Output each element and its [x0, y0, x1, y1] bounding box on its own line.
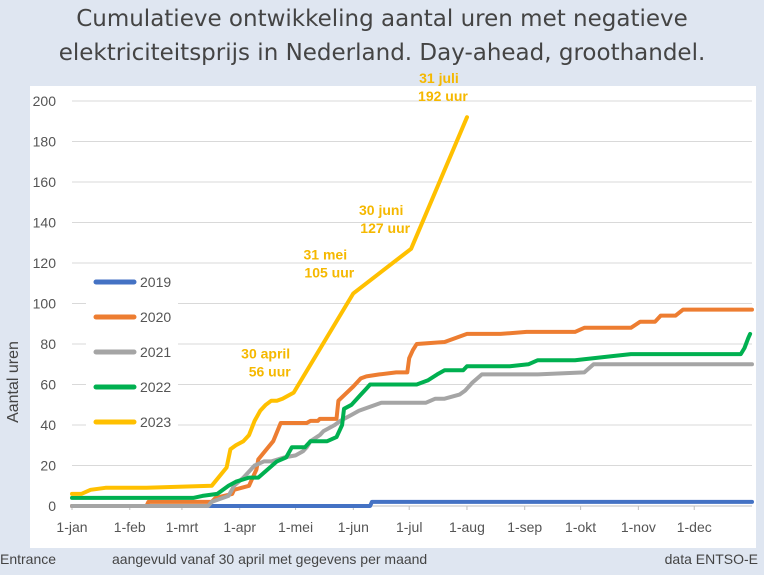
- x-tick-label: 1-jun: [338, 519, 369, 535]
- y-tick-label: 20: [40, 458, 56, 474]
- x-tick-label: 1-dec: [677, 519, 712, 535]
- x-tick-label: 1-sep: [507, 519, 542, 535]
- annotation-date: 30 juni: [359, 202, 403, 218]
- y-tick-label: 180: [33, 134, 57, 150]
- chart-title-line-1: Cumulatieve ontwikkeling aantal uren met…: [76, 6, 688, 32]
- series-line-2019: [70, 499, 754, 508]
- annotation-hours: 127 uur: [360, 220, 410, 236]
- legend-label-2022: 2022: [140, 379, 171, 395]
- legend-label-2019: 2019: [140, 274, 171, 290]
- x-tick-label: 1-feb: [114, 519, 146, 535]
- chart-title: Cumulatieve ontwikkeling aantal uren met…: [0, 2, 764, 70]
- y-tick-label: 120: [33, 255, 57, 271]
- x-tick-label: 1-apr: [223, 519, 256, 535]
- y-tick-label: 200: [33, 93, 57, 109]
- annotation-date: 30 april: [241, 346, 290, 362]
- series-line-2021: [70, 362, 754, 508]
- y-tick-label: 40: [40, 417, 56, 433]
- series-lines: [70, 115, 754, 508]
- annotation-date: 31 juli: [419, 70, 459, 86]
- y-tick-label: 160: [33, 174, 57, 190]
- chart-title-line-2: elektriciteitsprijs in Nederland. Day-ah…: [58, 40, 706, 66]
- legend: 2019 2020 2021 2022 2023: [86, 264, 178, 440]
- x-tick-label: 1-okt: [565, 519, 596, 535]
- annotation-hours: 56 uur: [249, 364, 292, 380]
- x-tick-label: 1-jul: [396, 519, 422, 535]
- footer-note: aangevuld vanaf 30 april met gegevens pe…: [112, 551, 428, 567]
- annotations: 30 april 56 uur 31 mei 105 uur 30 juni 127 uu…: [241, 70, 468, 379]
- series-line-2022: [70, 331, 753, 500]
- legend-label-2023: 2023: [140, 414, 171, 430]
- x-tick-label: 1-mrt: [166, 519, 199, 535]
- series-line-2020: [70, 307, 754, 508]
- annotation-date: 31 mei: [304, 246, 348, 262]
- annotation-hours: 105 uur: [304, 264, 354, 280]
- x-tick-label: 1-nov: [621, 519, 656, 535]
- x-tick-labels: 1-jan 1-feb 1-mrt 1-apr 1-mei 1-jun 1-jul 1-aug…: [56, 519, 711, 535]
- y-tick-labels: 0 20 40 60 80 100 120 140 160 180 200: [33, 93, 57, 514]
- y-axis-label: Aantal uren: [5, 341, 22, 423]
- y-tick-label: 100: [33, 296, 57, 312]
- x-tick-label: 1-jan: [56, 519, 87, 535]
- footer-source-left: Entrance: [0, 551, 57, 567]
- series-line-2023: [70, 115, 469, 496]
- x-tick-label: 1-aug: [449, 519, 485, 535]
- y-tick-label: 0: [48, 498, 56, 514]
- annotation-hours: 192 uur: [418, 88, 468, 104]
- legend-label-2021: 2021: [140, 344, 171, 360]
- x-tick-label: 1-mei: [278, 519, 313, 535]
- y-tick-label: 80: [40, 336, 56, 352]
- y-tick-label: 60: [40, 377, 56, 393]
- legend-label-2020: 2020: [140, 309, 171, 325]
- y-tick-label: 140: [33, 215, 57, 231]
- footer-source-right: data ENTSO-E: [664, 551, 758, 567]
